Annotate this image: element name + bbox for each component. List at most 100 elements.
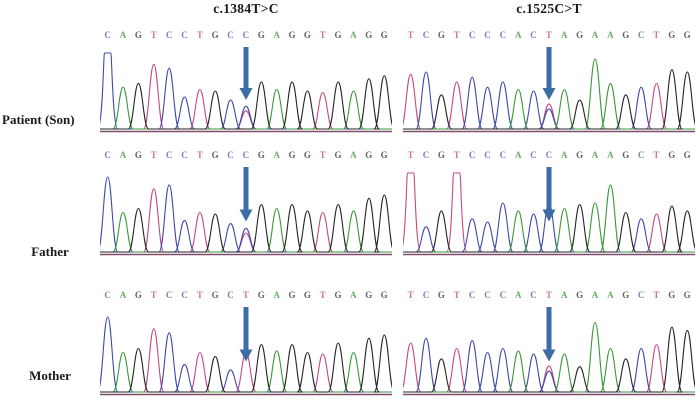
base-letter-G: G: [437, 30, 445, 40]
base-letter-C: C: [165, 30, 173, 40]
row-label-father: Father: [31, 244, 69, 259]
row-label-mother: Mother: [29, 368, 71, 383]
base-letter-G: G: [303, 290, 311, 300]
base-letter-G: G: [303, 150, 311, 160]
chromatogram-trace: [403, 47, 695, 133]
base-letter-T: T: [319, 150, 326, 160]
base-letter-C: C: [468, 150, 476, 160]
base-letter-C: C: [530, 30, 537, 40]
mutation-arrow-icon: [239, 47, 253, 100]
base-letter-C: C: [484, 30, 491, 40]
base-letter-G: G: [365, 290, 373, 300]
base-letter-G: G: [303, 30, 311, 40]
base-letter-G: G: [257, 290, 265, 300]
base-letter-A: A: [591, 30, 599, 40]
base-letter-T: T: [545, 290, 552, 300]
base-letter-G: G: [211, 150, 219, 160]
chromatogram-trace: [403, 167, 695, 256]
base-letter-C: C: [637, 30, 645, 40]
base-letter-C: C: [422, 150, 430, 160]
base-letter-C: C: [499, 30, 507, 40]
base-letter-G: G: [622, 30, 630, 40]
base-letter-C: C: [422, 290, 430, 300]
base-letter-G: G: [380, 30, 388, 40]
base-letter-G: G: [257, 150, 265, 160]
base-letter-G: G: [380, 150, 388, 160]
base-letter-A: A: [561, 30, 568, 40]
base-letter-A: A: [350, 290, 357, 300]
base-letter-C: C: [165, 290, 173, 300]
base-letter-G: G: [334, 290, 342, 300]
base-letter-T: T: [196, 150, 203, 160]
base-letter-T: T: [653, 290, 660, 300]
base-letter-T: T: [196, 30, 203, 40]
base-letter-C: C: [242, 30, 250, 40]
base-letter-C: C: [181, 290, 188, 300]
base-letter-A: A: [591, 150, 599, 160]
base-letter-C: C: [484, 290, 491, 300]
base-letter-G: G: [668, 30, 676, 40]
base-letter-G: G: [334, 150, 342, 160]
mutation-arrow-icon: [542, 47, 556, 100]
base-letter-G: G: [683, 30, 691, 40]
base-letter-A: A: [607, 150, 614, 160]
base-letter-C: C: [104, 150, 111, 160]
base-letter-A: A: [561, 150, 568, 160]
base-letter-A: A: [350, 30, 357, 40]
base-letter-C: C: [227, 150, 234, 160]
mutation-arrow-icon: [239, 167, 253, 222]
base-letter-A: A: [273, 290, 280, 300]
base-letter-G: G: [683, 150, 691, 160]
base-letter-C: C: [227, 30, 234, 40]
base-letter-T: T: [319, 290, 326, 300]
base-letter-G: G: [622, 150, 630, 160]
base-letter-A: A: [119, 30, 127, 40]
base-letter-G: G: [622, 290, 630, 300]
base-letter-G: G: [288, 290, 296, 300]
base-letter-A: A: [119, 150, 127, 160]
base-letter-G: G: [437, 290, 445, 300]
base-letter-G: G: [288, 30, 296, 40]
chromatogram-trace: [100, 167, 392, 256]
base-letter-C: C: [637, 290, 645, 300]
base-letter-T: T: [453, 290, 460, 300]
base-letter-A: A: [514, 150, 522, 160]
base-letter-T: T: [407, 150, 414, 160]
mutation-arrow-icon: [542, 307, 556, 362]
base-letter-C: C: [530, 150, 537, 160]
chromatogram-trace: [100, 307, 392, 396]
base-letter-G: G: [134, 30, 142, 40]
base-letter-A: A: [514, 30, 522, 40]
base-letter-C: C: [242, 150, 250, 160]
base-letter-G: G: [365, 150, 373, 160]
base-letter-G: G: [257, 30, 265, 40]
base-letter-T: T: [653, 30, 660, 40]
base-letter-C: C: [545, 150, 553, 160]
base-letter-T: T: [150, 290, 157, 300]
base-letter-A: A: [607, 290, 614, 300]
base-letter-T: T: [545, 30, 552, 40]
base-letter-T: T: [150, 150, 157, 160]
base-letter-T: T: [319, 30, 326, 40]
base-letter-G: G: [683, 290, 691, 300]
base-letter-T: T: [407, 30, 414, 40]
base-letter-A: A: [273, 150, 280, 160]
base-letter-T: T: [242, 290, 249, 300]
base-letter-A: A: [561, 290, 568, 300]
base-letter-C: C: [499, 150, 507, 160]
base-letter-T: T: [653, 150, 660, 160]
base-letter-T: T: [453, 150, 460, 160]
base-letter-C: C: [484, 150, 491, 160]
base-letter-A: A: [591, 290, 599, 300]
